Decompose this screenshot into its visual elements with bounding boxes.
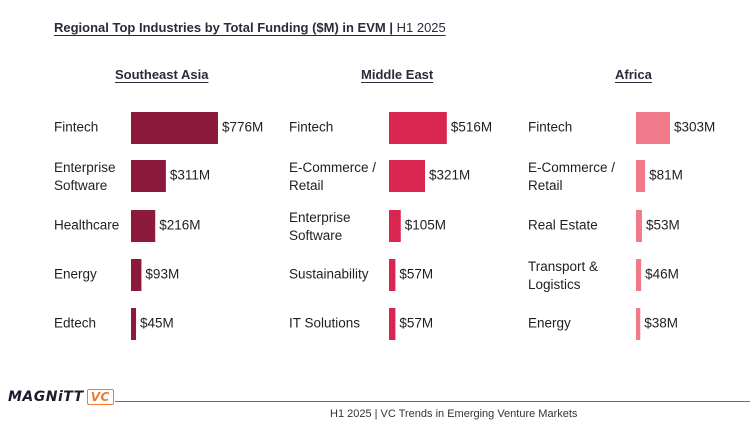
value-label: $38M	[644, 316, 678, 331]
category-label-line: Software	[289, 228, 342, 243]
category-label: Energy	[54, 267, 97, 282]
bar-africa	[636, 160, 646, 192]
footer-caption: H1 2025 | VC Trends in Emerging Venture …	[330, 408, 578, 420]
category-label: Edtech	[54, 316, 96, 331]
chart-title-separator: |	[385, 20, 397, 35]
category-label: IT Solutions	[289, 316, 360, 331]
logo-wordmark: MAGNiTT	[8, 389, 84, 405]
category-label-line: Software	[54, 178, 107, 193]
panel-title-middle-east: Middle East	[361, 67, 434, 82]
category-label: E-Commerce / Retail	[289, 160, 376, 193]
bar-southeast-asia	[131, 160, 166, 192]
bar-middle-east	[389, 160, 425, 192]
bar-southeast-asia	[131, 112, 218, 144]
value-label: $46M	[645, 267, 679, 282]
value-label: $93M	[145, 267, 179, 282]
category-label-line: Enterprise	[54, 160, 116, 175]
category-label: Sustainability	[289, 267, 369, 282]
category-label-line: Enterprise	[289, 210, 351, 225]
value-label: $216M	[159, 218, 200, 233]
footer-divider	[115, 401, 750, 402]
value-label: $321M	[429, 168, 470, 183]
panel-title-africa: Africa	[615, 67, 652, 82]
category-label: Healthcare	[54, 218, 119, 233]
category-label-line: Retail	[528, 178, 563, 193]
category-label: Fintech	[54, 120, 98, 135]
category-label-line: E-Commerce /	[528, 160, 615, 175]
value-label: $45M	[140, 316, 174, 331]
category-label: E-Commerce / Retail	[528, 160, 615, 193]
value-label: $311M	[170, 168, 210, 183]
value-label: $57M	[399, 316, 433, 331]
chart-title: Regional Top Industries by Total Funding…	[54, 20, 446, 35]
category-label: Transport & Logistics	[528, 259, 598, 292]
bar-middle-east	[389, 112, 447, 144]
logo-vc-badge: VC	[86, 389, 114, 405]
value-label: $303M	[674, 120, 715, 135]
bar-africa	[636, 259, 642, 291]
magnitt-logo: MAGNiTT VC	[8, 387, 114, 407]
category-label: Real Estate	[528, 218, 598, 233]
bar-africa	[636, 112, 670, 144]
bar-africa	[636, 308, 641, 340]
value-label: $53M	[646, 218, 680, 233]
bar-southeast-asia	[131, 308, 137, 340]
bar-africa	[636, 210, 642, 242]
bar-middle-east	[389, 308, 396, 340]
bar-middle-east	[389, 210, 401, 242]
category-label: Enterprise Software	[54, 160, 116, 193]
category-label: Enterprise Software	[289, 210, 351, 243]
value-label: $516M	[451, 120, 492, 135]
bar-middle-east	[389, 259, 396, 291]
category-label-line: Transport &	[528, 259, 598, 274]
chart-title-period: H1 2025	[396, 20, 446, 35]
value-label: $81M	[649, 168, 683, 183]
category-label-line: Retail	[289, 178, 324, 193]
panel-title-southeast-asia: Southeast Asia	[115, 67, 209, 82]
category-label: Energy	[528, 316, 571, 331]
chart-title-main: Regional Top Industries by Total Funding…	[54, 20, 386, 35]
category-label-line: Logistics	[528, 277, 581, 292]
value-label: $105M	[405, 218, 446, 233]
category-label: Fintech	[289, 120, 333, 135]
value-label: $776M	[222, 120, 263, 135]
bar-chart-panels: Fintech $776M Enterprise Software $311M Healt…	[54, 112, 715, 340]
category-label-line: E-Commerce /	[289, 160, 376, 175]
category-label: Fintech	[528, 120, 572, 135]
bar-southeast-asia	[131, 210, 156, 242]
bar-southeast-asia	[131, 259, 142, 291]
value-label: $57M	[399, 267, 433, 282]
